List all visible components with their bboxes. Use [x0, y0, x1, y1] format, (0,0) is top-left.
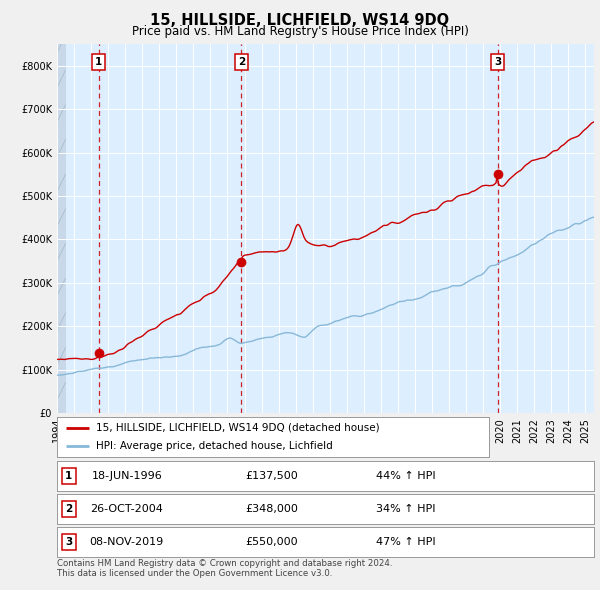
Text: 34% ↑ HPI: 34% ↑ HPI: [376, 504, 436, 514]
Text: Contains HM Land Registry data © Crown copyright and database right 2024.: Contains HM Land Registry data © Crown c…: [57, 559, 392, 568]
Text: £550,000: £550,000: [245, 537, 298, 547]
Text: 1: 1: [95, 57, 103, 67]
Text: 08-NOV-2019: 08-NOV-2019: [89, 537, 164, 547]
Bar: [57, 44, 65, 413]
Text: HPI: Average price, detached house, Lichfield: HPI: Average price, detached house, Lich…: [96, 441, 332, 451]
Text: 26-OCT-2004: 26-OCT-2004: [91, 504, 163, 514]
Text: 3: 3: [65, 537, 73, 547]
Text: 47% ↑ HPI: 47% ↑ HPI: [376, 537, 436, 547]
Text: This data is licensed under the Open Government Licence v3.0.: This data is licensed under the Open Gov…: [57, 569, 332, 578]
Text: £348,000: £348,000: [245, 504, 298, 514]
Text: 1: 1: [65, 471, 73, 481]
Text: 2: 2: [65, 504, 73, 514]
Text: 3: 3: [494, 57, 502, 67]
Text: 44% ↑ HPI: 44% ↑ HPI: [376, 471, 436, 481]
Text: 2: 2: [238, 57, 245, 67]
Text: 15, HILLSIDE, LICHFIELD, WS14 9DQ: 15, HILLSIDE, LICHFIELD, WS14 9DQ: [151, 13, 449, 28]
Text: Price paid vs. HM Land Registry's House Price Index (HPI): Price paid vs. HM Land Registry's House …: [131, 25, 469, 38]
Text: £137,500: £137,500: [245, 471, 298, 481]
Text: 18-JUN-1996: 18-JUN-1996: [91, 471, 162, 481]
Text: 15, HILLSIDE, LICHFIELD, WS14 9DQ (detached house): 15, HILLSIDE, LICHFIELD, WS14 9DQ (detac…: [96, 423, 380, 433]
